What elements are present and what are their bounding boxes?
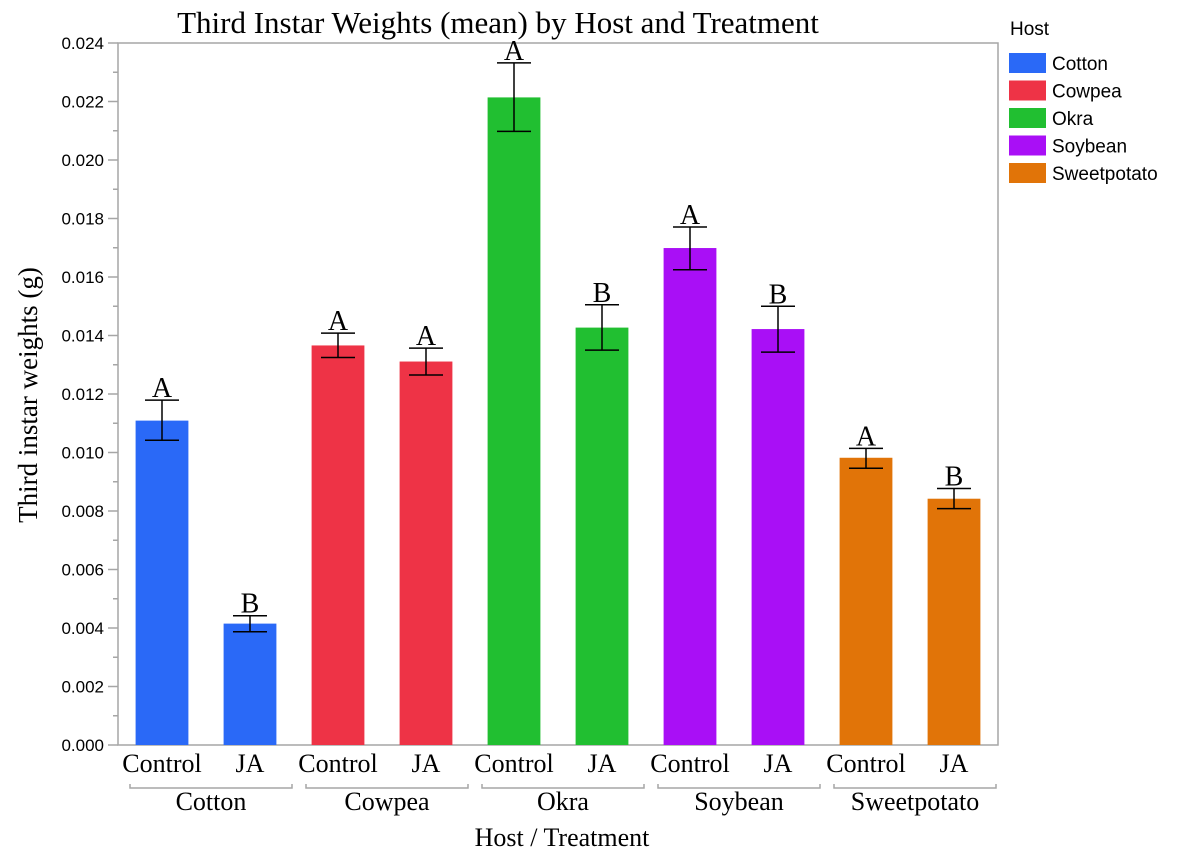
bar-sweetpotato-ja[interactable] [927, 498, 981, 745]
bar-okra-ja[interactable] [575, 327, 629, 745]
significance-letter: A [328, 306, 349, 337]
x-tick-label-treatment: Control [826, 749, 905, 778]
significance-letter: B [945, 461, 964, 492]
x-tick-label-treatment: JA [236, 749, 265, 778]
significance-letter: A [504, 36, 525, 67]
bar-cotton-ja[interactable] [223, 623, 277, 745]
group-bracket [129, 784, 293, 789]
y-tick-label: 0.006 [61, 561, 104, 580]
legend-label-soybean: Soybean [1052, 137, 1127, 158]
bar-cowpea-control[interactable] [311, 345, 365, 745]
significance-letter: A [856, 421, 877, 452]
significance-letter: A [680, 200, 701, 231]
group-bracket [833, 784, 997, 789]
legend-label-okra: Okra [1052, 109, 1094, 130]
legend-swatch-cotton [1009, 53, 1046, 73]
x-axis-label: Host / Treatment [475, 823, 651, 852]
y-tick-label: 0.016 [61, 268, 104, 287]
y-axis: 0.000 0.002 0.004 0.006 0.008 0.010 0.012 0.014… [61, 34, 118, 755]
x-group-label: Okra [537, 787, 589, 816]
legend-label-sweetpotato: Sweetpotato [1052, 164, 1158, 185]
y-tick-label: 0.024 [61, 34, 104, 53]
x-tick-label-treatment: JA [764, 749, 793, 778]
y-tick-label: 0.018 [61, 210, 104, 229]
y-tick-label: 0.020 [61, 151, 104, 170]
legend-swatch-soybean [1009, 135, 1046, 156]
x-tick-label-treatment: Control [650, 749, 729, 778]
bar-soybean-ja[interactable] [751, 329, 805, 745]
legend-label-cotton: Cotton [1052, 54, 1108, 75]
significance-letter: A [152, 373, 173, 404]
legend-swatch-okra [1009, 108, 1046, 128]
y-tick-label: 0.012 [61, 385, 104, 404]
y-tick-label: 0.008 [61, 502, 104, 521]
x-axis: Control JA Cotton Control JA Cowpea Control JA O… [122, 749, 997, 816]
bars: A B A A A B A B A B [135, 36, 981, 746]
y-tick-label: 0.004 [61, 619, 104, 638]
x-tick-label-treatment: Control [298, 749, 377, 778]
bar-cowpea-ja[interactable] [399, 361, 453, 745]
y-tick-label: 0.010 [61, 444, 104, 463]
x-group-label: Cowpea [344, 787, 430, 816]
x-group-label: Sweetpotato [851, 787, 980, 816]
y-tick-label: 0.002 [61, 678, 104, 697]
legend-swatch-cowpea [1009, 80, 1046, 101]
bar-okra-control[interactable] [487, 97, 541, 745]
y-tick-label: 0.022 [61, 93, 104, 112]
significance-letter: A [416, 321, 437, 352]
x-group-label: Cotton [176, 787, 247, 816]
significance-letter: B [241, 589, 260, 620]
x-tick-label-treatment: JA [588, 749, 617, 778]
group-bracket [481, 784, 645, 789]
bar-soybean-control[interactable] [663, 248, 717, 746]
legend-swatch-sweetpotato [1009, 163, 1046, 183]
bar-cotton-control[interactable] [135, 420, 189, 745]
y-axis-label: Third instar weights (g) [13, 267, 43, 523]
group-bracket [305, 784, 469, 789]
significance-letter: B [769, 279, 788, 310]
y-tick-label: 0.014 [61, 327, 104, 346]
x-tick-label-treatment: JA [412, 749, 441, 778]
x-group-label: Soybean [694, 787, 784, 816]
significance-letter: B [593, 278, 612, 309]
legend-title: Host [1010, 19, 1050, 40]
bar-sweetpotato-control[interactable] [839, 457, 893, 745]
x-tick-label-treatment: Control [474, 749, 553, 778]
x-tick-label-treatment: JA [940, 749, 969, 778]
legend[interactable]: Host Cotton Cowpea Okra Soybean Sweetpotato [1009, 19, 1158, 185]
legend-label-cowpea: Cowpea [1052, 82, 1122, 103]
x-tick-label-treatment: Control [122, 749, 201, 778]
y-tick-label: 0.000 [61, 736, 104, 755]
chart-title: Third Instar Weights (mean) by Host and … [177, 5, 819, 40]
group-bracket [657, 784, 821, 789]
